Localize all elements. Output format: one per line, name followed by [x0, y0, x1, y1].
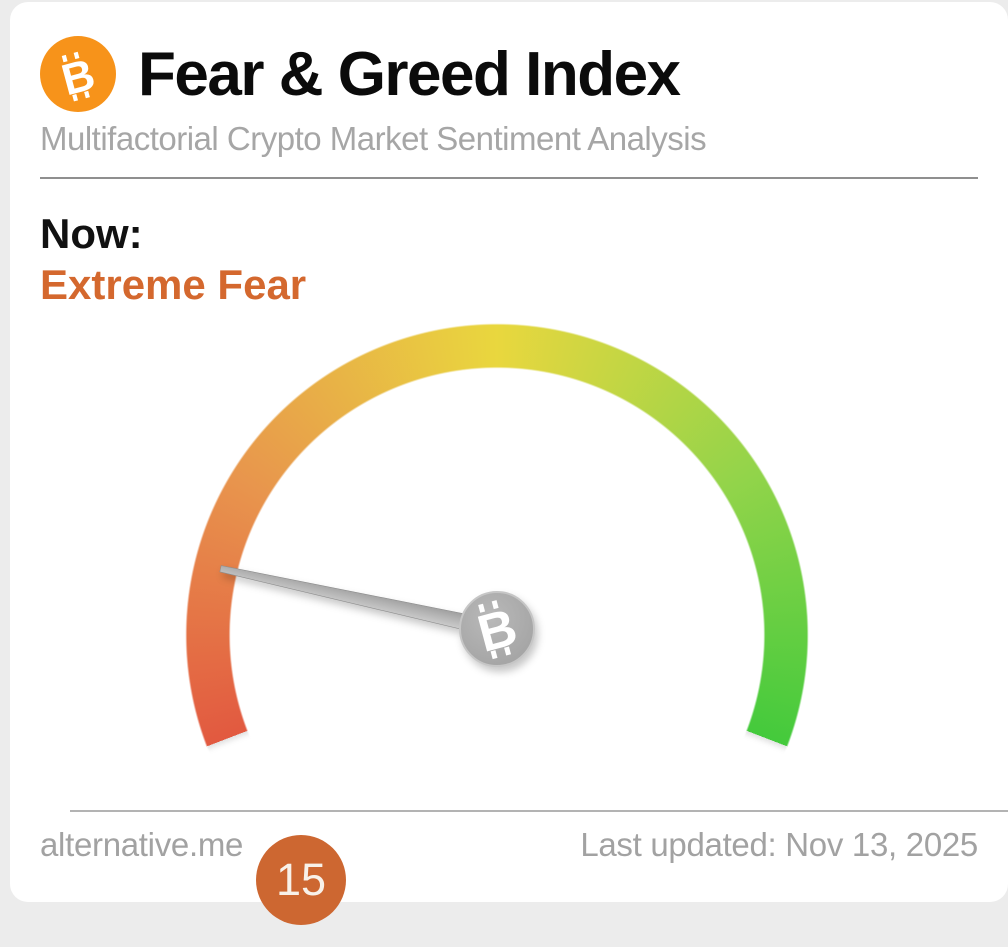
page: { "colors": { "page_background": "#ecece…: [10, 2, 1008, 947]
widget-header: B Fear & Greed Index: [40, 32, 681, 116]
header-divider: [40, 177, 978, 179]
last-updated: Last updated: Nov 13, 2025: [580, 826, 978, 863]
source-link[interactable]: alternative.me: [40, 826, 244, 863]
footer-divider: [70, 810, 1008, 812]
sentiment-gauge: B 15: [185, 323, 809, 947]
bitcoin-icon-circle: [40, 36, 116, 112]
page-subtitle: Multifactorial Crypto Market Sentiment A…: [40, 120, 707, 157]
sentiment-classification: Extreme Fear: [40, 261, 307, 309]
now-label: Now:: [40, 210, 143, 257]
bitcoin-icon: B: [40, 36, 116, 112]
page-title: Fear & Greed Index: [138, 39, 681, 109]
current-status: Now: Extreme Fear: [40, 210, 306, 308]
widget-footer: alternative.me Last updated: Nov 13, 202…: [40, 810, 1008, 864]
fear-greed-widget: B Fear & Greed Index Multifactorial Cryp…: [10, 2, 1008, 947]
